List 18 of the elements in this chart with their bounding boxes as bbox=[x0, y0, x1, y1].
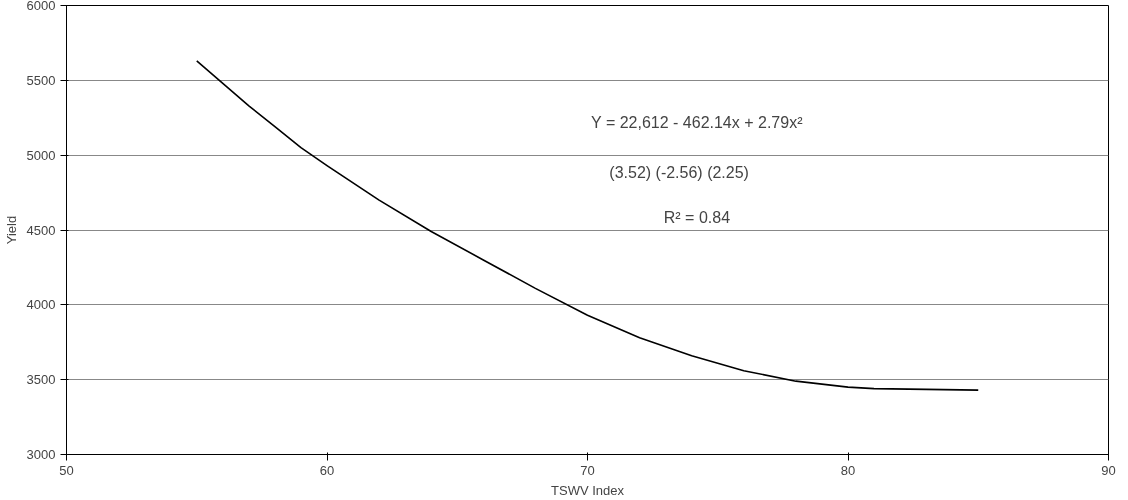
y-tick-label: 5500 bbox=[26, 72, 56, 88]
x-tick-label: 70 bbox=[580, 462, 595, 478]
annotation: (3.52) (-2.56) (2.25) bbox=[609, 163, 749, 181]
x-tick-label: 90 bbox=[1101, 462, 1116, 478]
x-tick-label: 50 bbox=[59, 462, 74, 478]
y-tick-label: 4500 bbox=[26, 222, 56, 238]
y-tick-label: 4000 bbox=[26, 297, 56, 313]
y-tick-label: 3000 bbox=[26, 447, 56, 462]
x-tick-label: 80 bbox=[840, 462, 856, 478]
x-tick-label: 60 bbox=[319, 462, 335, 478]
y-tick-label: 6000 bbox=[26, 0, 56, 13]
line-series bbox=[195, 60, 980, 391]
y-tick-label: 5000 bbox=[26, 147, 56, 163]
x-axis-title: TSWV Index bbox=[551, 482, 625, 498]
annotation: Y = 22,612 - 462.14x + 2.79x² bbox=[591, 114, 804, 132]
annotation: R² = 0.84 bbox=[663, 208, 731, 226]
y-axis-title: Yield bbox=[3, 215, 19, 245]
y-tick-label: 3500 bbox=[26, 372, 56, 388]
